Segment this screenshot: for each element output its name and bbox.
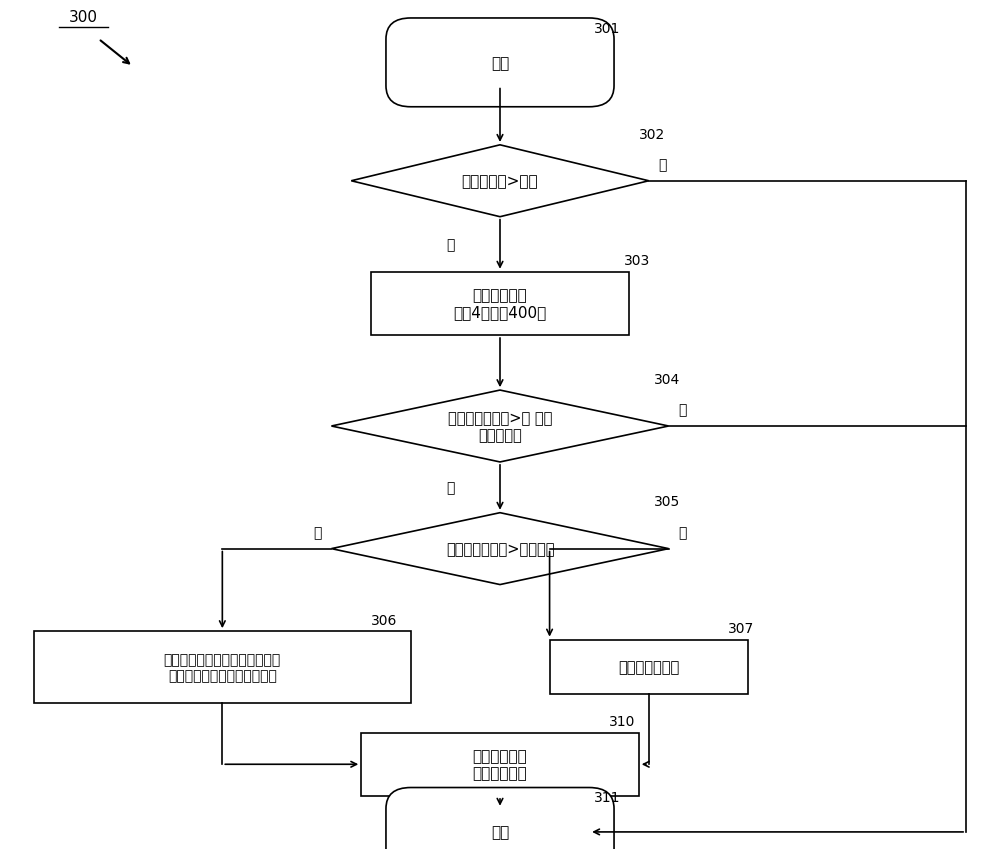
- Text: 300: 300: [69, 10, 98, 26]
- FancyBboxPatch shape: [386, 19, 614, 107]
- Text: 决定处置内容
（图4的流程400）: 决定处置内容 （图4的流程400）: [453, 287, 547, 320]
- Text: 否: 否: [679, 525, 687, 539]
- Text: 处置后设想数量>未 处置
时设想数量: 处置后设想数量>未 处置 时设想数量: [448, 410, 552, 443]
- Text: 311: 311: [594, 791, 621, 804]
- FancyBboxPatch shape: [34, 631, 411, 703]
- Text: 异常发生率>阀值: 异常发生率>阀值: [462, 174, 538, 189]
- Text: 301: 301: [594, 22, 621, 36]
- FancyBboxPatch shape: [361, 733, 639, 796]
- FancyBboxPatch shape: [550, 640, 748, 694]
- Text: 302: 302: [639, 127, 665, 142]
- Text: 是: 是: [446, 238, 455, 252]
- Text: 决定迅速的处置: 决定迅速的处置: [618, 659, 679, 675]
- Polygon shape: [331, 391, 669, 462]
- Text: 否: 否: [679, 403, 687, 416]
- Text: 310: 310: [609, 715, 635, 728]
- FancyBboxPatch shape: [386, 787, 614, 853]
- Text: 结束: 结束: [491, 825, 509, 839]
- Text: 是: 是: [313, 525, 322, 539]
- Text: 304: 304: [654, 373, 680, 386]
- Text: 303: 303: [624, 254, 650, 268]
- Text: 307: 307: [728, 622, 754, 635]
- Text: 输出处置内容
以及处置定时: 输出处置内容 以及处置定时: [473, 748, 527, 780]
- Text: 305: 305: [654, 495, 680, 509]
- Text: 附加余量时间的信息并决定处置
（使得设想数量不低于计划）: 附加余量时间的信息并决定处置 （使得设想数量不低于计划）: [164, 653, 281, 682]
- Text: 处置后设想数量>计划数量: 处置后设想数量>计划数量: [446, 542, 554, 556]
- Text: 否: 否: [659, 158, 667, 171]
- FancyBboxPatch shape: [371, 272, 629, 336]
- Polygon shape: [331, 513, 669, 585]
- Text: 306: 306: [371, 613, 397, 627]
- Text: 是: 是: [446, 481, 455, 495]
- Polygon shape: [351, 146, 649, 218]
- Text: 开始: 开始: [491, 55, 509, 71]
